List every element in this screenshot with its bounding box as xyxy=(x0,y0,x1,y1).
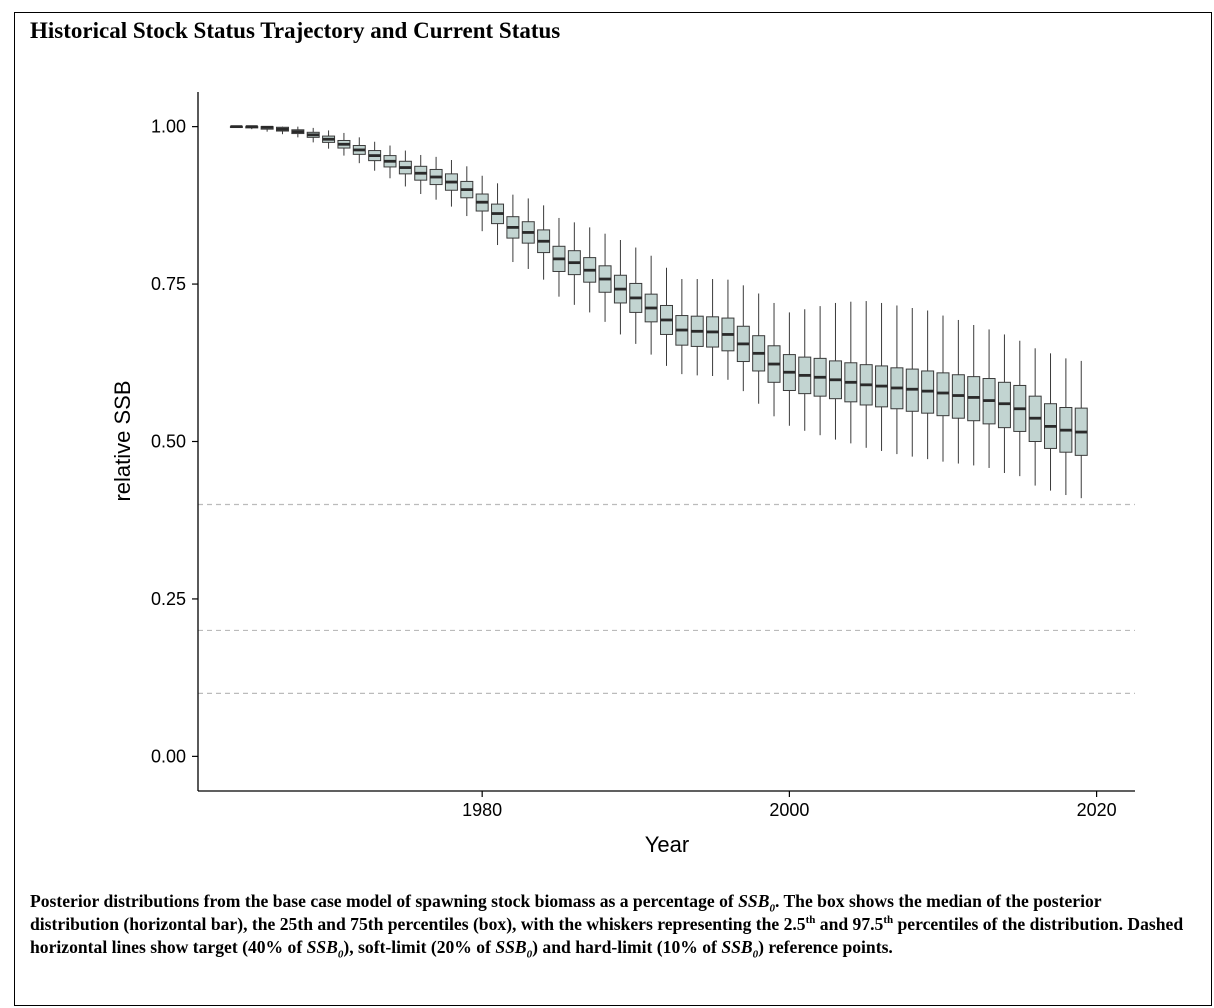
caption-text-5: ), soft-limit (20% of xyxy=(343,937,496,957)
x-tick-label: 2000 xyxy=(769,800,809,820)
y-tick-label: 0.50 xyxy=(151,432,186,452)
box-2013 xyxy=(982,329,996,468)
box-1964 xyxy=(229,125,243,129)
caption-ssb0-1: SSB0 xyxy=(738,891,775,915)
box-2016 xyxy=(1028,348,1042,486)
box-1990 xyxy=(629,247,643,344)
box-2003 xyxy=(828,302,842,440)
box-1974 xyxy=(383,145,397,179)
box-2001 xyxy=(798,309,812,431)
caption-ssb0-4: SSB0 xyxy=(721,937,759,961)
box-1980 xyxy=(475,175,489,232)
caption-ssb0-2: SSB0 xyxy=(306,937,344,961)
figure-title: Historical Stock Status Trajectory and C… xyxy=(30,18,561,43)
box-1976 xyxy=(414,154,428,195)
figure-frame xyxy=(14,12,1212,1006)
box-1975 xyxy=(398,150,412,187)
box-1978 xyxy=(444,160,458,207)
box-1981 xyxy=(491,183,505,246)
caption-text-3: and 97.5 xyxy=(815,914,884,934)
box-2005 xyxy=(859,301,873,448)
caption-period: . xyxy=(774,891,780,911)
box-1999 xyxy=(767,302,781,417)
box-1984 xyxy=(537,205,551,280)
box-2018 xyxy=(1059,358,1073,496)
box-1970 xyxy=(322,130,336,149)
y-tick-label: 1.00 xyxy=(151,117,186,137)
box-2007 xyxy=(890,305,904,455)
box-1971 xyxy=(337,132,351,156)
box-2015 xyxy=(1013,340,1027,477)
box-1973 xyxy=(368,141,382,171)
box-1992 xyxy=(660,267,673,366)
box-2000 xyxy=(782,312,796,426)
box-2006 xyxy=(875,302,889,451)
box-2017 xyxy=(1044,353,1058,491)
box-1985 xyxy=(552,217,566,297)
box-2002 xyxy=(813,306,827,436)
x-axis-title: Year xyxy=(645,832,689,857)
box-2019 xyxy=(1074,360,1088,499)
reference-lines xyxy=(198,503,1135,694)
box-1996 xyxy=(721,279,735,380)
box-2011 xyxy=(951,319,965,464)
box-1995 xyxy=(706,279,720,377)
y-tick-label: 0.75 xyxy=(151,274,186,294)
caption-th-2: th xyxy=(883,914,894,927)
box-series xyxy=(229,125,1088,499)
box-1966 xyxy=(260,125,274,132)
box-1998 xyxy=(752,293,766,404)
box-1977 xyxy=(429,156,443,200)
box-1968 xyxy=(291,126,305,138)
box-1993 xyxy=(675,279,689,375)
caption-text-1: Posterior distributions from the base ca… xyxy=(30,891,739,911)
caption-ssb0-3: SSB0 xyxy=(495,937,533,961)
box-1969 xyxy=(306,127,320,143)
caption-text-6: ) and hard-limit (10% of xyxy=(532,937,722,957)
box-1986 xyxy=(567,222,581,305)
box-2008 xyxy=(905,307,919,457)
figure-caption: Posterior distributions from the base ca… xyxy=(30,890,1190,961)
x-tick-label: 2020 xyxy=(1077,800,1117,820)
box-1994 xyxy=(690,279,704,376)
box-1991 xyxy=(644,255,658,355)
box-1965 xyxy=(245,125,259,130)
box-2004 xyxy=(844,301,858,444)
y-axis-title: relative SSB xyxy=(110,380,135,501)
box-1967 xyxy=(275,126,289,135)
box-1987 xyxy=(583,227,597,313)
caption-th-1: th xyxy=(805,914,816,927)
y-tick-label: 0.25 xyxy=(151,589,186,609)
box-2009 xyxy=(921,310,935,460)
box-2010 xyxy=(936,315,950,462)
x-tick-label: 1980 xyxy=(462,800,502,820)
box-1983 xyxy=(521,198,535,269)
box-2012 xyxy=(967,325,981,466)
axes: 0.00 0.25 0.50 0.75 1.00 1980 2000 2020 xyxy=(151,92,1135,820)
caption-text-4: percentiles of the distribution. Dashed … xyxy=(30,914,1184,957)
caption-text-7: ) reference points. xyxy=(758,937,893,957)
y-tick-label: 0.00 xyxy=(151,746,186,766)
caption-text-2: The box shows the median of the posterio… xyxy=(30,891,1102,934)
box-1979 xyxy=(460,166,474,217)
box-1997 xyxy=(736,285,750,392)
box-1972 xyxy=(352,137,366,164)
box-1982 xyxy=(506,194,520,263)
box-1989 xyxy=(613,239,627,335)
box-2014 xyxy=(997,334,1011,473)
box-1988 xyxy=(598,233,612,322)
